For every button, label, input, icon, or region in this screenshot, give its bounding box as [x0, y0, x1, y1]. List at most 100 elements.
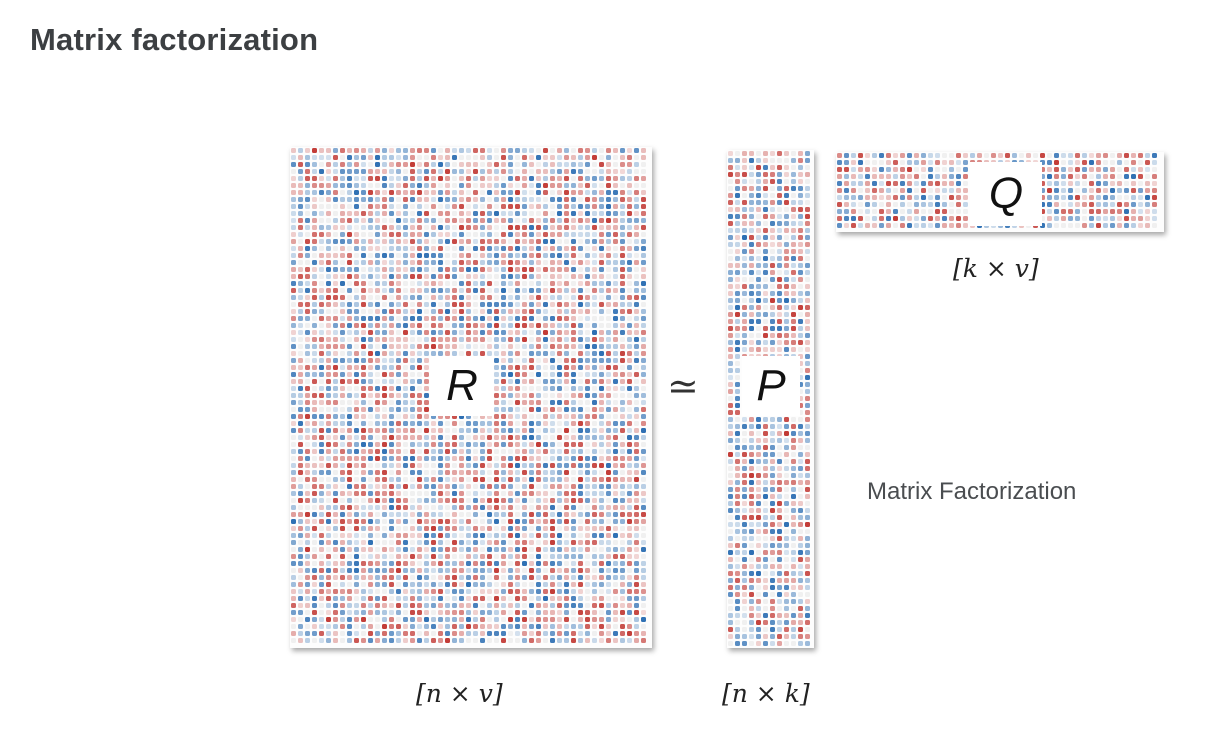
matrix-cell: [494, 547, 499, 552]
matrix-cell: [613, 176, 618, 181]
matrix-cell: [480, 519, 485, 524]
matrix-cell: [396, 568, 401, 573]
matrix-cell: [728, 382, 733, 387]
matrix-cell: [368, 379, 373, 384]
matrix-cell: [599, 337, 604, 342]
matrix-cell: [557, 225, 562, 230]
matrix-cell: [326, 239, 331, 244]
matrix-cell: [585, 204, 590, 209]
matrix-cell: [424, 463, 429, 468]
matrix-cell: [291, 568, 296, 573]
matrix-cell: [340, 393, 345, 398]
matrix-cell: [641, 393, 646, 398]
matrix-cell: [473, 582, 478, 587]
matrix-cell: [298, 204, 303, 209]
matrix-cell: [1124, 209, 1129, 214]
matrix-cell: [564, 631, 569, 636]
matrix-cell: [742, 515, 747, 520]
matrix-cell: [543, 463, 548, 468]
matrix-cell: [728, 487, 733, 492]
matrix-cell: [942, 160, 947, 165]
matrix-cell: [396, 288, 401, 293]
matrix-cell: [396, 484, 401, 489]
matrix-cell: [466, 288, 471, 293]
matrix-cell: [494, 568, 499, 573]
matrix-cell: [1145, 202, 1150, 207]
matrix-cell: [1145, 209, 1150, 214]
matrix-cell: [564, 351, 569, 356]
matrix-cell: [354, 568, 359, 573]
matrix-cell: [473, 575, 478, 580]
matrix-cell: [487, 218, 492, 223]
matrix-cell: [728, 242, 733, 247]
matrix-cell: [319, 323, 324, 328]
matrix-cell: [770, 284, 775, 289]
matrix-cell: [361, 400, 366, 405]
matrix-cell: [389, 442, 394, 447]
matrix-cell: [291, 148, 296, 153]
matrix-cell: [382, 498, 387, 503]
matrix-cell: [592, 295, 597, 300]
matrix-cell: [550, 540, 555, 545]
matrix-cell: [424, 372, 429, 377]
matrix-cell: [298, 533, 303, 538]
matrix-cell: [410, 253, 415, 258]
matrix-cell: [543, 232, 548, 237]
matrix-cell: [599, 316, 604, 321]
matrix-cell: [487, 316, 492, 321]
matrix-cell: [375, 470, 380, 475]
matrix-cell: [298, 281, 303, 286]
matrix-cell: [424, 442, 429, 447]
matrix-cell: [634, 197, 639, 202]
matrix-cell: [445, 610, 450, 615]
matrix-cell: [613, 624, 618, 629]
matrix-cell: [592, 316, 597, 321]
matrix-cell: [305, 449, 310, 454]
matrix-cell: [396, 491, 401, 496]
matrix-cell: [735, 368, 740, 373]
matrix-cell: [763, 634, 768, 639]
matrix-cell: [494, 148, 499, 153]
matrix-cell: [522, 638, 527, 643]
matrix-cell: [382, 547, 387, 552]
matrix-cell: [375, 533, 380, 538]
matrix-cell: [627, 183, 632, 188]
matrix-cell: [473, 267, 478, 272]
matrix-cell: [921, 160, 926, 165]
matrix-cell: [728, 550, 733, 555]
matrix-cell: [536, 498, 541, 503]
matrix-cell: [791, 214, 796, 219]
matrix-cell: [361, 239, 366, 244]
matrix-cell: [564, 365, 569, 370]
matrix-cell: [382, 435, 387, 440]
matrix-r-dimension: [n × v]: [416, 679, 503, 708]
matrix-cell: [578, 449, 583, 454]
matrix-cell: [742, 543, 747, 548]
matrix-cell: [354, 442, 359, 447]
matrix-cell: [564, 526, 569, 531]
matrix-cell: [777, 620, 782, 625]
matrix-cell: [798, 158, 803, 163]
matrix-cell: [508, 575, 513, 580]
matrix-cell: [777, 627, 782, 632]
matrix-cell: [305, 260, 310, 265]
matrix-cell: [1089, 174, 1094, 179]
matrix-cell: [417, 218, 422, 223]
matrix-cell: [592, 624, 597, 629]
matrix-cell: [494, 400, 499, 405]
matrix-cell: [1103, 188, 1108, 193]
matrix-cell: [480, 232, 485, 237]
matrix-cell: [770, 256, 775, 261]
matrix-cell: [515, 421, 520, 426]
matrix-cell: [417, 386, 422, 391]
matrix-cell: [564, 610, 569, 615]
matrix-cell: [438, 295, 443, 300]
matrix-cell: [606, 547, 611, 552]
matrix-cell: [438, 491, 443, 496]
matrix-cell: [312, 169, 317, 174]
matrix-cell: [1103, 160, 1108, 165]
matrix-cell: [606, 526, 611, 531]
matrix-cell: [319, 393, 324, 398]
matrix-cell: [613, 204, 618, 209]
matrix-cell: [326, 372, 331, 377]
